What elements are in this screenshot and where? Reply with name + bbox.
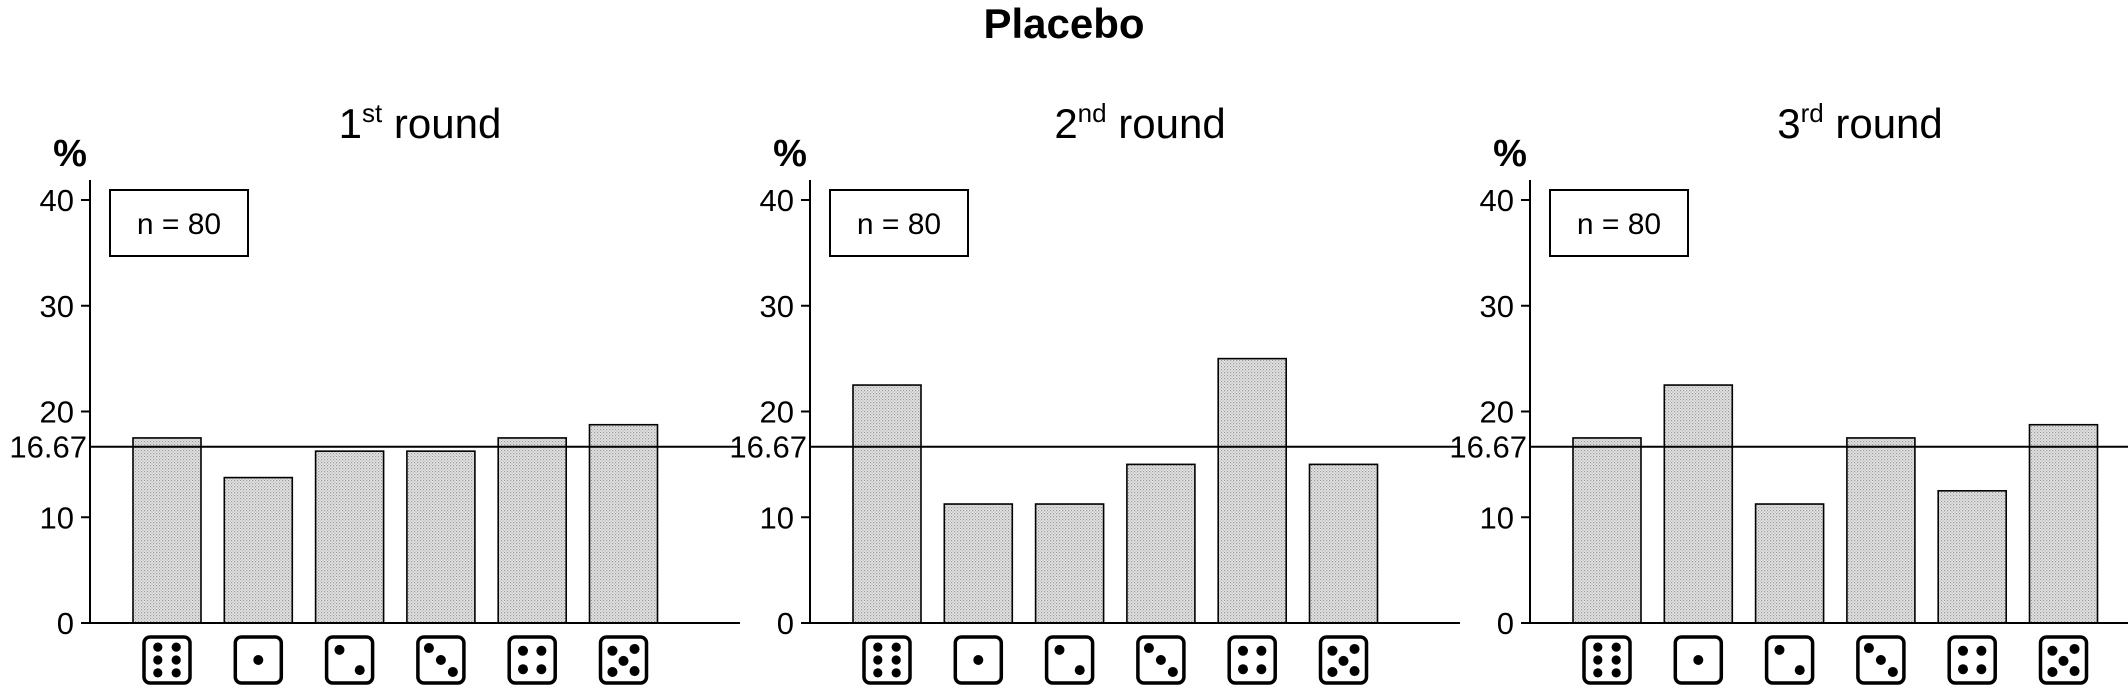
die-4-icon <box>1947 635 1997 685</box>
bar-6 <box>588 423 659 624</box>
y-unit-label: % <box>773 133 807 175</box>
bar-5 <box>1937 490 2007 624</box>
y-tick-label: 30 <box>40 289 74 324</box>
bar-6 <box>2028 423 2099 624</box>
die-3-icon <box>1856 635 1906 685</box>
bar-6 <box>1308 463 1379 624</box>
panel-title: 1st round <box>339 98 502 147</box>
bar-1 <box>132 437 202 624</box>
sample-size-box <box>829 189 969 257</box>
y-tick-label: 20 <box>40 395 74 430</box>
die-3-icon <box>416 635 466 685</box>
bar-5 <box>497 437 568 624</box>
die-1-icon <box>233 635 284 685</box>
die-4-icon <box>507 635 557 685</box>
y-tick-label: 40 <box>1480 183 1514 218</box>
bar-4 <box>1846 437 1916 624</box>
y-unit-label: % <box>53 133 87 175</box>
chart-panel-1: 1st round% 16.67 0 10 20 30 40 n = 80 <box>9 98 740 685</box>
die-6-icon <box>1582 635 1632 685</box>
die-5-icon <box>1318 635 1369 685</box>
reference-line-label: 16.67 <box>9 430 87 465</box>
die-6-icon <box>862 635 912 685</box>
y-tick-label: 0 <box>777 606 794 641</box>
bar-3 <box>314 450 385 624</box>
bar-2 <box>223 476 294 624</box>
die-2-icon <box>1764 635 1815 685</box>
panel-title: 3rd round <box>1777 98 1943 147</box>
sample-size-label: n = 80 <box>137 208 221 241</box>
reference-line-label: 16.67 <box>1449 430 1527 465</box>
sample-size-label: n = 80 <box>1577 208 1661 241</box>
sample-size-box <box>109 189 249 257</box>
y-tick-label: 40 <box>760 183 794 218</box>
panel-title: 2nd round <box>1054 98 1225 147</box>
die-6-icon <box>142 635 192 685</box>
bar-1 <box>852 384 922 624</box>
bar-5 <box>1217 357 1287 624</box>
sample-size-box <box>1549 189 1689 257</box>
die-4-icon <box>1227 635 1277 685</box>
bar-1 <box>1572 437 1642 624</box>
y-tick-label: 10 <box>1480 500 1514 535</box>
die-5-icon <box>2038 635 2089 685</box>
y-tick-label: 20 <box>760 395 794 430</box>
bar-2 <box>1663 384 1734 624</box>
chart-panel-3: 3rd round% 16.67 0 10 20 30 40 n = 80 <box>1449 98 2128 685</box>
bar-3 <box>1034 503 1105 624</box>
bar-2 <box>943 503 1014 624</box>
reference-line-label: 16.67 <box>729 430 807 465</box>
y-tick-label: 10 <box>760 500 794 535</box>
y-tick-label: 30 <box>1480 289 1514 324</box>
sample-size-label: n = 80 <box>857 208 941 241</box>
figure-title: Placebo <box>983 0 1145 47</box>
y-tick-label: 30 <box>760 289 794 324</box>
bar-4 <box>1126 463 1196 624</box>
y-tick-label: 0 <box>1497 606 1514 641</box>
die-2-icon <box>324 635 375 685</box>
y-tick-label: 0 <box>57 606 74 641</box>
die-1-icon <box>953 635 1004 685</box>
chart-panel-2: 2nd round% 16.67 0 10 20 30 40 n = 80 <box>729 98 1460 685</box>
bar-3 <box>1754 503 1825 624</box>
bar-4 <box>406 450 476 624</box>
die-1-icon <box>1673 635 1724 685</box>
die-5-icon <box>598 635 649 685</box>
y-tick-label: 10 <box>40 500 74 535</box>
y-unit-label: % <box>1493 133 1527 175</box>
y-tick-label: 40 <box>40 183 74 218</box>
y-tick-label: 20 <box>1480 395 1514 430</box>
die-3-icon <box>1136 635 1186 685</box>
die-2-icon <box>1044 635 1095 685</box>
